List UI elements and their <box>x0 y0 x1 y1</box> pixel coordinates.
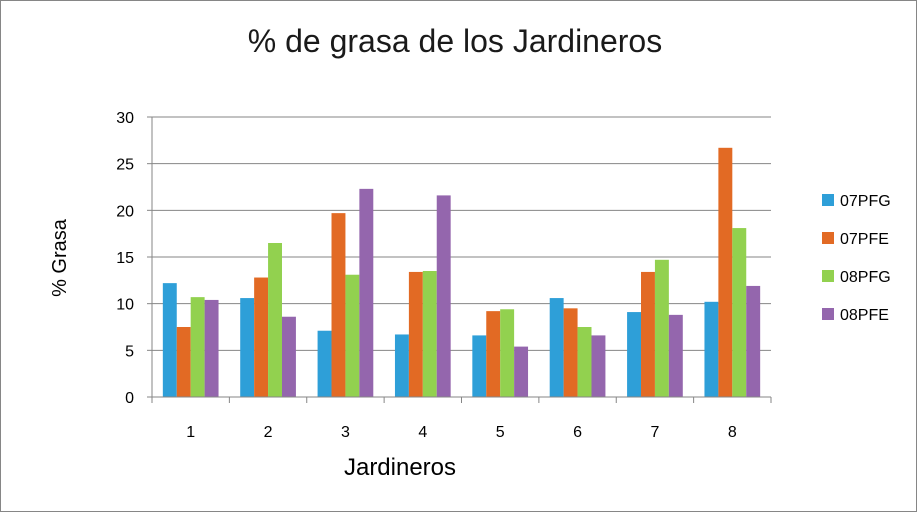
bar-07PFE-8 <box>718 147 733 397</box>
bar-07PFE-2 <box>254 277 269 397</box>
y-tick-label: 25 <box>116 157 134 174</box>
bar-08PFG-3 <box>345 274 360 397</box>
x-tick-label: 7 <box>650 424 659 441</box>
bar-08PFE-6 <box>591 335 606 397</box>
bar-08PFE-1 <box>204 299 219 397</box>
bar-08PFE-3 <box>359 188 374 397</box>
bar-08PFG-2 <box>268 243 282 397</box>
bar-08PFE-4 <box>436 195 451 397</box>
x-tick-label: 8 <box>728 424 737 441</box>
bar-07PFE-7 <box>641 271 655 397</box>
bar-07PFG-2 <box>240 298 255 397</box>
bar-07PFE-6 <box>563 308 578 397</box>
bar-08PFE-5 <box>514 346 529 397</box>
bar-08PFG-5 <box>500 309 515 397</box>
legend-swatch-08PFG <box>822 270 834 282</box>
x-tick-label: 3 <box>341 424 350 441</box>
legend-label-08PFE: 08PFE <box>840 307 889 324</box>
x-tick-label: 2 <box>264 424 273 441</box>
chart-title: % de grasa de los Jardineros <box>248 23 662 59</box>
bar-08PFG-8 <box>732 228 747 397</box>
legend-label-07PFE: 07PFE <box>840 231 889 248</box>
y-tick-label: 30 <box>116 110 134 127</box>
bar-07PFG-5 <box>472 335 487 397</box>
bar-08PFG-7 <box>654 259 669 397</box>
y-tick-label: 5 <box>125 343 134 360</box>
legend-swatch-07PFE <box>822 232 834 244</box>
axes: 0 5 10 15 20 25 30 1 2 3 4 5 6 7 8 <box>116 110 772 441</box>
legend: 07PFG 07PFE 08PFG 08PFE <box>822 193 891 324</box>
x-tick-label: 5 <box>496 424 505 441</box>
bar-07PFE-1 <box>176 327 191 397</box>
legend-label-07PFG: 07PFG <box>840 193 891 210</box>
bar-08PFG-6 <box>577 327 592 397</box>
bar-07PFE-3 <box>331 213 346 397</box>
bar-08PFE-8 <box>746 285 761 397</box>
x-tick-label: 4 <box>418 424 427 441</box>
legend-swatch-07PFG <box>822 194 834 206</box>
legend-label-08PFG: 08PFG <box>840 269 891 286</box>
bar-07PFG-8 <box>704 301 719 397</box>
y-tick-label: 20 <box>116 203 134 220</box>
bar-07PFG-1 <box>162 283 177 397</box>
bar-08PFE-2 <box>281 316 296 397</box>
legend-swatch-08PFE <box>822 308 834 320</box>
bar-07PFE-4 <box>408 271 423 397</box>
bars <box>162 147 761 397</box>
x-axis-title: Jardineros <box>344 454 456 481</box>
bar-07PFG-7 <box>627 312 642 397</box>
x-tick-label: 6 <box>573 424 582 441</box>
y-tick-label: 0 <box>125 390 134 407</box>
bar-08PFG-1 <box>190 297 205 397</box>
y-tick-label: 15 <box>116 250 134 267</box>
y-tick-label: 10 <box>116 297 134 314</box>
x-tick-label: 1 <box>186 424 195 441</box>
y-axis-title: % Grasa <box>49 218 71 297</box>
bar-08PFG-4 <box>422 271 437 397</box>
bar-07PFG-6 <box>549 298 564 397</box>
bar-07PFG-3 <box>317 330 332 397</box>
bar-08PFE-7 <box>668 314 683 397</box>
bar-07PFG-4 <box>394 334 409 397</box>
bar-07PFE-5 <box>486 311 501 397</box>
